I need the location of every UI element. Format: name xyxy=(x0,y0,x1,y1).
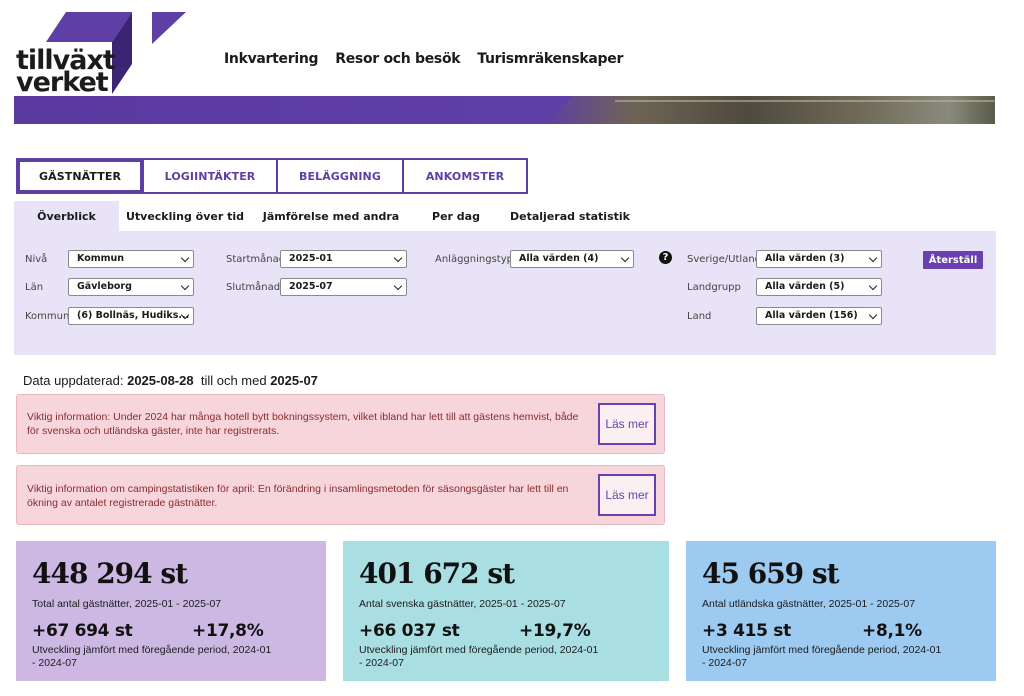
niva-label: Nivå xyxy=(25,254,48,265)
info-text: Viktig information: Under 2024 har många… xyxy=(27,411,579,437)
lan-label: Län xyxy=(25,282,44,293)
sverige-utland-select[interactable]: Alla värden (3) xyxy=(756,250,882,268)
logo-mark-icon xyxy=(46,12,186,94)
land-select[interactable]: Alla värden (156) xyxy=(756,307,882,325)
banner-photo xyxy=(545,96,995,124)
startmanad-label: Startmånad xyxy=(226,254,286,265)
stat-card-svenska: 401 672 st Antal svenska gästnätter, 202… xyxy=(343,541,669,681)
stat-delta-absolute: +66 037 st xyxy=(359,621,460,641)
stat-value: 401 672 st xyxy=(359,557,515,590)
tab-belaggning[interactable]: BELÄGGNING xyxy=(278,160,404,192)
header-banner xyxy=(14,96,995,124)
question-icon[interactable]: ? xyxy=(659,251,672,264)
stat-subtitle: Antal utländska gästnätter, 2025-01 - 20… xyxy=(702,598,916,610)
stat-delta-absolute: +3 415 st xyxy=(702,621,791,641)
sverige-utland-label: Sverige/Utland xyxy=(687,254,762,265)
updated-period: 2025-07 xyxy=(270,373,318,388)
updated-middle: till och med xyxy=(200,373,267,388)
anlaggningstyp-select[interactable]: Alla värden (4) xyxy=(510,250,634,268)
nav-inkvartering[interactable]: Inkvartering xyxy=(224,51,319,67)
slutmanad-select[interactable]: 2025-07 xyxy=(280,278,407,296)
las-mer-button[interactable]: Läs mer xyxy=(598,403,656,445)
slutmanad-label: Slutmånad xyxy=(226,282,281,293)
kommun-label: Kommun xyxy=(25,311,70,322)
landgrupp-select[interactable]: Alla värden (5) xyxy=(756,278,882,296)
stat-value: 45 659 st xyxy=(702,557,840,590)
updated-prefix: Data uppdaterad: xyxy=(23,373,124,388)
tab-detaljerad-statistik[interactable]: Detaljerad statistik xyxy=(510,210,630,223)
stat-delta-percent: +19,7% xyxy=(519,621,591,641)
info-box-hotell: Viktig information: Under 2024 har många… xyxy=(16,394,665,454)
nav-resor-och-besok[interactable]: Resor och besök xyxy=(335,51,461,67)
las-mer-button[interactable]: Läs mer xyxy=(598,474,656,516)
tab-gastnatter[interactable]: GÄSTNÄTTER xyxy=(18,160,144,192)
tab-overblick[interactable]: Överblick xyxy=(14,201,119,232)
tab-jamforelse-med-andra[interactable]: Jämförelse med andra xyxy=(262,210,400,223)
tab-per-dag[interactable]: Per dag xyxy=(432,210,480,223)
nav-turismrakenskaper[interactable]: Turismräkenskaper xyxy=(477,51,624,67)
info-text: Viktig information om campingstatistiken… xyxy=(27,483,569,509)
stat-subtitle: Total antal gästnätter, 2025-01 - 2025-0… xyxy=(32,598,222,610)
stat-footer: Utveckling jämfört med föregående period… xyxy=(702,644,942,669)
anlaggningstyp-label: Anläggningstyp xyxy=(435,254,513,265)
measure-tabs: GÄSTNÄTTER LOGIINTÄKTER BELÄGGNING ANKOM… xyxy=(16,158,528,194)
stat-card-total: 448 294 st Total antal gästnätter, 2025-… xyxy=(16,541,326,681)
logo-wordmark: tillväxt verket xyxy=(16,45,116,98)
tab-ankomster[interactable]: ANKOMSTER xyxy=(425,169,505,183)
stat-footer: Utveckling jämfört med föregående period… xyxy=(32,644,272,669)
tab-utveckling-over-tid[interactable]: Utveckling över tid xyxy=(125,210,245,223)
stat-delta-percent: +17,8% xyxy=(192,621,264,641)
data-updated-line: Data uppdaterad: 2025-08-28 till och med… xyxy=(23,373,318,388)
view-tabs: Överblick Utveckling över tid Jämförelse… xyxy=(14,201,639,232)
lan-select[interactable]: Gävleborg xyxy=(68,278,194,296)
startmanad-select[interactable]: 2025-01 xyxy=(280,250,407,268)
stat-card-utlandska: 45 659 st Antal utländska gästnätter, 20… xyxy=(686,541,996,681)
stat-footer: Utveckling jämfört med föregående period… xyxy=(359,644,599,669)
reset-button[interactable]: Återställ xyxy=(923,251,983,269)
top-navigation: Inkvartering Resor och besök Turismräken… xyxy=(224,51,623,67)
info-box-camping: Viktig information om campingstatistiken… xyxy=(16,465,665,525)
filter-panel: Nivå Kommun Län Gävleborg Kommun (6) Bol… xyxy=(14,231,996,355)
updated-date: 2025-08-28 xyxy=(127,373,194,388)
stat-subtitle: Antal svenska gästnätter, 2025-01 - 2025… xyxy=(359,598,566,610)
kommun-select[interactable]: (6) Bollnäs, Hudiks... xyxy=(68,307,194,325)
niva-select[interactable]: Kommun xyxy=(68,250,194,268)
landgrupp-label: Landgrupp xyxy=(687,282,741,293)
stat-value: 448 294 st xyxy=(32,557,188,590)
tab-logiintakter[interactable]: LOGIINTÄKTER xyxy=(144,160,278,192)
tillvaxtverket-logo[interactable]: tillväxt verket xyxy=(14,12,194,98)
stat-delta-absolute: +67 694 st xyxy=(32,621,133,641)
stat-delta-percent: +8,1% xyxy=(862,621,922,641)
land-label: Land xyxy=(687,311,712,322)
